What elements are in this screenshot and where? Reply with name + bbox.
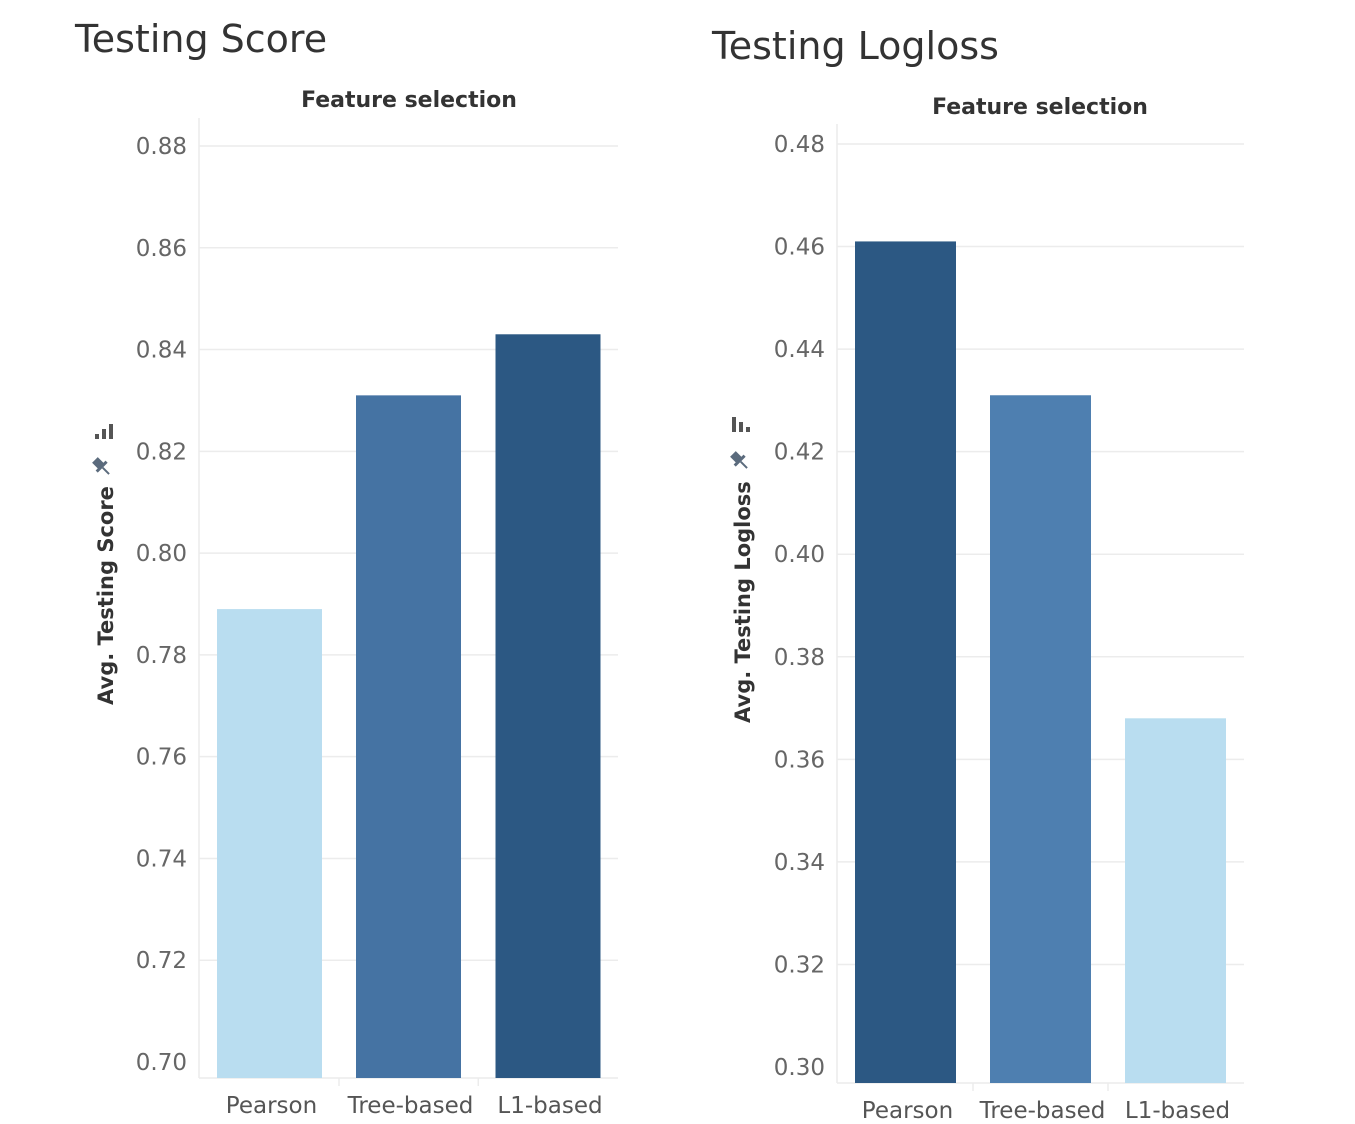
y-tick-label: 0.44 <box>774 337 825 363</box>
y-axis-title: Avg. Testing Score <box>94 486 118 705</box>
y-tick-label: 0.34 <box>774 850 825 876</box>
y-tick-labels: 0.30 0.32 0.34 0.36 0.38 0.40 0.42 0.44 0.46 0.48 <box>774 132 825 1081</box>
y-tick-labels: 0.70 0.72 0.74 0.76 0.78 0.80 0.82 0.84 0.86 0.88 <box>136 134 187 1076</box>
bars <box>217 334 601 1078</box>
y-tick-label: 0.48 <box>774 132 825 158</box>
y-tick-label: 0.36 <box>774 747 825 773</box>
sort-descending-icon[interactable] <box>732 417 750 432</box>
x-category-label: Tree-based <box>347 1093 474 1119</box>
y-tick-label: 0.42 <box>774 440 825 466</box>
x-category-label: Pearson <box>226 1093 317 1119</box>
y-tick-label: 0.82 <box>136 439 187 465</box>
x-category-labels: Pearson Tree-based L1-based <box>226 1093 603 1119</box>
y-tick-label: 0.70 <box>136 1050 187 1076</box>
chart-title: Testing Logloss <box>711 24 999 68</box>
x-category-labels: Pearson Tree-based L1-based <box>862 1098 1230 1124</box>
y-axis-title: Avg. Testing Logloss <box>731 481 755 723</box>
y-tick-label: 0.86 <box>136 236 187 262</box>
x-category-label: L1-based <box>1125 1098 1230 1124</box>
pin-icon[interactable] <box>90 455 114 479</box>
y-tick-label: 0.84 <box>136 338 187 364</box>
y-tick-label: 0.72 <box>136 948 187 974</box>
bars <box>855 241 1226 1083</box>
pin-icon[interactable] <box>728 449 752 473</box>
y-tick-label: 0.80 <box>136 541 187 567</box>
chart-title: Testing Score <box>74 17 327 61</box>
y-tick-label: 0.78 <box>136 643 187 669</box>
testing-logloss-svg: Testing Logloss Feature selection 0.300.… <box>711 24 1244 1124</box>
y-tick-label: 0.38 <box>774 645 825 671</box>
bar-l1-based[interactable] <box>495 334 601 1078</box>
x-category-label: Pearson <box>862 1098 953 1124</box>
y-tick-label: 0.40 <box>774 542 825 568</box>
x-category-label: Tree-based <box>979 1098 1106 1124</box>
x-category-label: L1-based <box>497 1093 602 1119</box>
y-tick-label: 0.76 <box>136 745 187 771</box>
bar-tree-based[interactable] <box>356 395 461 1078</box>
bar-tree-based[interactable] <box>990 395 1091 1083</box>
column-header: Feature selection <box>301 88 517 113</box>
y-tick-label: 0.32 <box>774 952 825 978</box>
bar-pearson[interactable] <box>855 241 956 1083</box>
bar-pearson[interactable] <box>217 609 322 1078</box>
testing-score-chart: Testing Score Feature selection 0.70 0.72… <box>0 0 660 1124</box>
column-header: Feature selection <box>932 95 1148 120</box>
bar-l1-based[interactable] <box>1125 718 1226 1083</box>
testing-score-svg: Testing Score Feature selection 0.70 0.72… <box>74 17 618 1119</box>
sort-ascending-icon[interactable] <box>95 424 113 439</box>
y-tick-label: 0.88 <box>136 134 187 160</box>
y-tick-label: 0.46 <box>774 235 825 261</box>
y-tick-label: 0.74 <box>136 846 187 872</box>
y-tick-label: 0.30 <box>774 1055 825 1081</box>
testing-logloss-chart: Testing Logloss Feature selection 0.30 0.… <box>660 0 1355 1124</box>
